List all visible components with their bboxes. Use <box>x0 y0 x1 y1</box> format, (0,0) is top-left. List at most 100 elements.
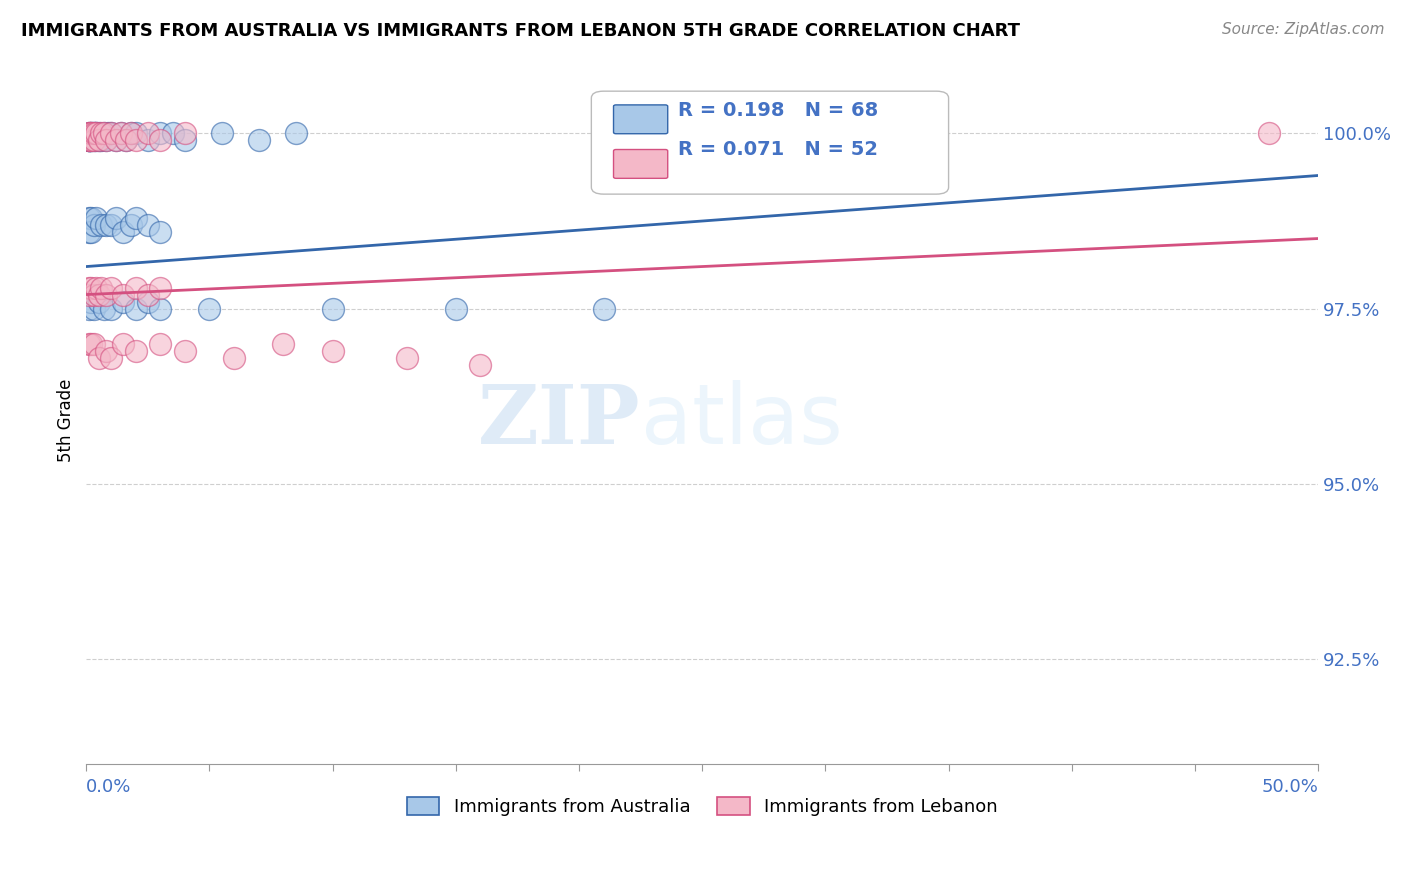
Point <box>100 301 122 316</box>
Point <box>100 218 122 232</box>
Point <box>136 133 159 147</box>
Point <box>77 133 100 147</box>
Point <box>77 127 100 141</box>
Point <box>77 133 100 147</box>
Point <box>87 287 110 301</box>
Point <box>83 127 105 141</box>
Point <box>90 280 112 294</box>
Point <box>1257 127 1279 141</box>
Point <box>83 127 105 141</box>
Point <box>395 351 418 365</box>
Point <box>470 358 492 372</box>
Point <box>273 336 295 351</box>
Point <box>740 133 762 147</box>
Point <box>322 343 344 358</box>
Point <box>84 133 107 147</box>
Point <box>83 287 105 301</box>
Point <box>80 336 103 351</box>
Point <box>77 127 100 141</box>
Text: Source: ZipAtlas.com: Source: ZipAtlas.com <box>1222 22 1385 37</box>
Point <box>149 127 172 141</box>
Point <box>827 133 849 147</box>
Point <box>87 133 110 147</box>
Point <box>136 218 159 232</box>
Text: 0.0%: 0.0% <box>86 778 132 796</box>
Point <box>284 127 307 141</box>
Point <box>80 211 103 225</box>
Point <box>124 280 146 294</box>
Point <box>120 127 142 141</box>
Point <box>80 127 103 141</box>
Point <box>247 133 270 147</box>
Point <box>124 127 146 141</box>
Point <box>77 280 100 294</box>
Point <box>84 211 107 225</box>
Point <box>114 133 136 147</box>
Point <box>77 225 100 239</box>
Point <box>124 133 146 147</box>
Point <box>87 127 110 141</box>
Point <box>136 287 159 301</box>
Point <box>77 301 100 316</box>
Point <box>100 351 122 365</box>
Point <box>83 218 105 232</box>
Point <box>173 127 195 141</box>
Point <box>149 133 172 147</box>
Point <box>104 133 127 147</box>
Point <box>77 133 100 147</box>
Point <box>110 127 132 141</box>
Point <box>124 343 146 358</box>
Point <box>198 301 221 316</box>
Text: R = 0.198   N = 68: R = 0.198 N = 68 <box>678 101 877 120</box>
Point <box>112 225 135 239</box>
Point <box>94 287 117 301</box>
Point <box>112 287 135 301</box>
Point <box>173 343 195 358</box>
Point <box>100 127 122 141</box>
Point <box>77 133 100 147</box>
Point <box>120 127 142 141</box>
FancyBboxPatch shape <box>592 91 949 194</box>
Text: atlas: atlas <box>641 380 842 461</box>
Point <box>149 225 172 239</box>
Point <box>84 127 107 141</box>
Point <box>90 218 112 232</box>
Point <box>136 127 159 141</box>
Legend: Immigrants from Australia, Immigrants from Lebanon: Immigrants from Australia, Immigrants fr… <box>399 789 1005 823</box>
Point <box>84 127 107 141</box>
Point <box>114 133 136 147</box>
Y-axis label: 5th Grade: 5th Grade <box>58 379 75 462</box>
Point <box>110 127 132 141</box>
Point <box>80 225 103 239</box>
Point <box>87 133 110 147</box>
Point <box>77 211 100 225</box>
Point <box>104 133 127 147</box>
Point <box>80 133 103 147</box>
Point <box>83 127 105 141</box>
Point <box>80 280 103 294</box>
FancyBboxPatch shape <box>613 105 668 134</box>
Point <box>124 211 146 225</box>
Point <box>93 127 115 141</box>
Point <box>77 336 100 351</box>
Point <box>83 301 105 316</box>
Text: IMMIGRANTS FROM AUSTRALIA VS IMMIGRANTS FROM LEBANON 5TH GRADE CORRELATION CHART: IMMIGRANTS FROM AUSTRALIA VS IMMIGRANTS … <box>21 22 1021 40</box>
Point <box>224 351 246 365</box>
Point <box>93 301 115 316</box>
Point <box>100 280 122 294</box>
Point <box>77 127 100 141</box>
Point <box>83 133 105 147</box>
Point <box>162 127 184 141</box>
Point <box>87 294 110 309</box>
Point <box>80 127 103 141</box>
Point <box>149 336 172 351</box>
Point <box>94 218 117 232</box>
Text: 50.0%: 50.0% <box>1261 778 1319 796</box>
Point <box>124 301 146 316</box>
Point <box>80 133 103 147</box>
Text: ZIP: ZIP <box>478 381 641 460</box>
Point <box>80 294 103 309</box>
Point <box>90 133 112 147</box>
Point <box>104 211 127 225</box>
Point <box>97 127 120 141</box>
